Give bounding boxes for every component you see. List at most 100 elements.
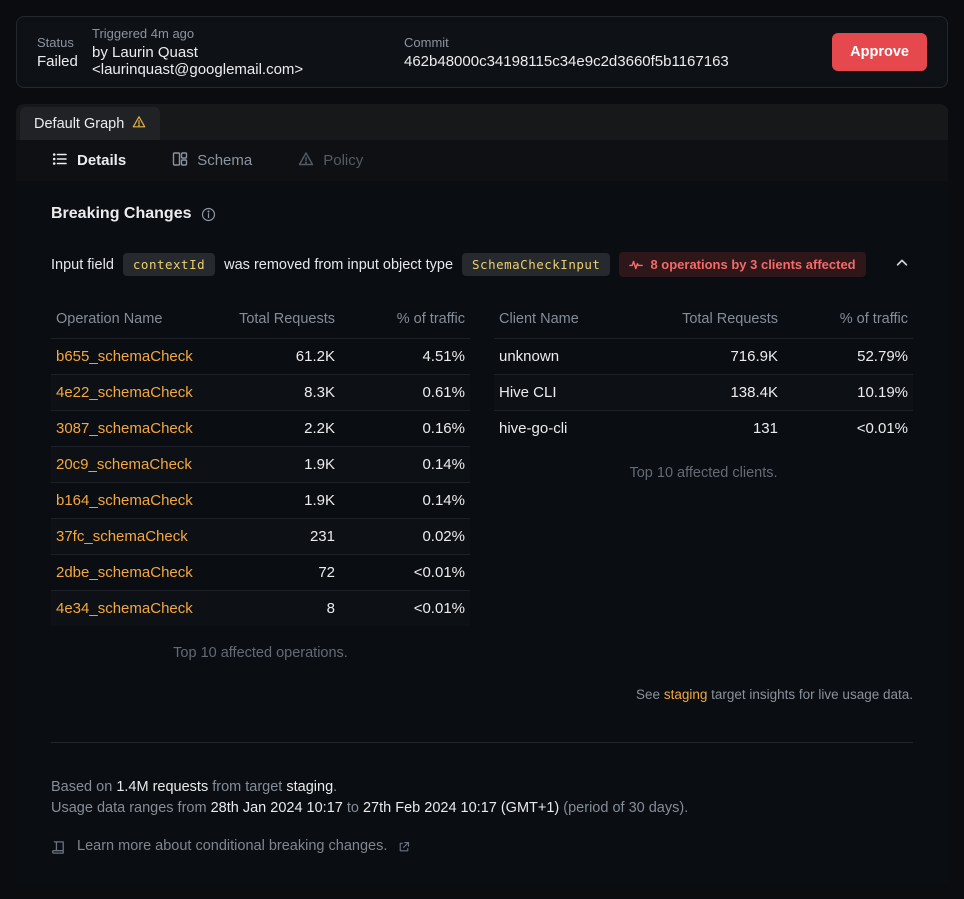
column-header: Operation Name (56, 311, 163, 327)
total-requests: 1.9K (304, 492, 335, 509)
info-icon[interactable] (201, 207, 216, 222)
traffic-percent: 10.19% (857, 384, 908, 401)
total-requests: 61.2K (295, 348, 335, 365)
total-requests: 1.9K (304, 456, 335, 473)
footer-divider (51, 742, 913, 743)
usage-tables: Operation Name Total Requests % of traff… (51, 304, 913, 661)
tab-policy[interactable]: Policy (298, 151, 363, 171)
tab-policy-label: Policy (323, 152, 364, 169)
traffic-percent: 0.14% (422, 492, 465, 509)
tab-default-graph[interactable]: Default Graph (20, 107, 161, 140)
table-row: 3087_schemaCheck 2.2K 0.16% (51, 410, 470, 446)
operation-link[interactable]: 3087_schemaCheck (56, 420, 193, 437)
breaking-change-row[interactable]: Input field contextId was removed from i… (51, 252, 913, 277)
footer-text: . (333, 779, 338, 795)
traffic-percent: 52.79% (857, 348, 908, 365)
operation-link[interactable]: 4e34_schemaCheck (56, 600, 193, 617)
total-requests: 138.4K (730, 384, 778, 401)
schema-check-panel: Default Graph Details Schema Policy (16, 104, 948, 883)
footer-text: (period of 30 days). (559, 800, 689, 816)
traffic-percent: 4.51% (422, 348, 465, 365)
table-row: 37fc_schemaCheck 231 0.02% (51, 518, 470, 554)
total-requests: 716.9K (730, 348, 778, 365)
affected-operations-badge[interactable]: 8 operations by 3 clients affected (619, 252, 866, 277)
column-header: Total Requests (239, 311, 335, 327)
see-target-note: See staging target insights for live usa… (51, 687, 913, 702)
traffic-percent: <0.01% (413, 564, 465, 581)
date-range-line: Usage data ranges from 28th Jan 2024 10:… (51, 798, 913, 819)
footer-text: from target (208, 779, 287, 795)
commit-label: Commit (404, 34, 449, 50)
status-block: Status Failed (37, 35, 92, 70)
section-title: Breaking Changes (51, 205, 192, 222)
staging-target-link[interactable]: staging (663, 687, 708, 702)
trigger-block: Triggered 4m ago by Laurin Quast <laurin… (92, 26, 404, 78)
commit-block: Commit 462b48000c34198115c34e9c2d3660f5b… (404, 35, 832, 70)
warning-icon (132, 115, 146, 133)
graph-tabstrip: Default Graph (16, 104, 948, 140)
client-name: unknown (499, 348, 560, 365)
table-row: 2dbe_schemaCheck 72 <0.01% (51, 554, 470, 590)
learn-more-link[interactable]: Learn more about conditional breaking ch… (51, 836, 913, 857)
operations-table-header: Operation Name Total Requests % of traff… (51, 304, 470, 338)
traffic-percent: <0.01% (856, 420, 908, 437)
operations-table: Operation Name Total Requests % of traff… (51, 304, 470, 661)
table-row: 4e34_schemaCheck 8 <0.01% (51, 590, 470, 626)
type-code-chip: SchemaCheckInput (462, 253, 611, 276)
table-row: hive-go-cli 131 <0.01% (494, 410, 913, 446)
column-header: % of traffic (396, 311, 465, 327)
client-name: hive-go-cli (499, 420, 568, 437)
table-row: 4e22_schemaCheck 8.3K 0.61% (51, 374, 470, 410)
traffic-percent: 0.14% (422, 456, 465, 473)
tab-schema-label: Schema (197, 152, 253, 169)
request-count: 1.4M requests (116, 779, 209, 795)
field-code-chip: contextId (122, 253, 216, 276)
status-value: Failed (37, 52, 78, 70)
target-name: staging (286, 779, 334, 795)
total-requests: 231 (309, 528, 335, 545)
usage-footer: Based on 1.4M requests from target stagi… (51, 777, 913, 857)
external-link-icon (398, 841, 410, 853)
footer-text: to (342, 800, 363, 816)
client-name: Hive CLI (499, 384, 557, 401)
traffic-percent: 0.16% (422, 420, 465, 437)
learn-more-label: Learn more about conditional breaking ch… (77, 838, 388, 854)
operation-link[interactable]: 4e22_schemaCheck (56, 384, 193, 401)
breaking-changes-header: Breaking Changes (51, 205, 913, 223)
tab-schema[interactable]: Schema (172, 151, 252, 171)
total-requests: 131 (752, 420, 778, 437)
tab-details[interactable]: Details (52, 151, 126, 171)
operation-link[interactable]: b655_schemaCheck (56, 348, 193, 365)
range-start: 28th Jan 2024 10:17 (210, 800, 343, 816)
operations-caption: Top 10 affected operations. (173, 645, 348, 661)
note-suffix: target insights for live usage data. (707, 687, 913, 702)
total-requests: 72 (318, 564, 335, 581)
table-row: Hive CLI 138.4K 10.19% (494, 374, 913, 410)
footer-text: Usage data ranges from (51, 800, 211, 816)
collapse-chevron-icon[interactable] (891, 252, 913, 277)
table-row: 20c9_schemaCheck 1.9K 0.14% (51, 446, 470, 482)
note-prefix: See (636, 687, 664, 702)
table-row: b164_schemaCheck 1.9K 0.14% (51, 482, 470, 518)
traffic-percent: 0.61% (422, 384, 465, 401)
column-header: Total Requests (682, 311, 778, 327)
table-row: unknown 716.9K 52.79% (494, 338, 913, 374)
change-text-prefix: Input field (51, 256, 114, 273)
graph-tab-label: Default Graph (34, 115, 125, 132)
triggered-author: by Laurin Quast <laurinquast@googlemail.… (92, 44, 304, 78)
check-subtabs: Details Schema Policy (16, 140, 948, 181)
operation-link[interactable]: 37fc_schemaCheck (56, 528, 188, 545)
clients-table: Client Name Total Requests % of traffic … (494, 304, 913, 661)
clients-table-header: Client Name Total Requests % of traffic (494, 304, 913, 338)
affected-badge-label: 8 operations by 3 clients affected (650, 257, 856, 272)
operation-link[interactable]: 2dbe_schemaCheck (56, 564, 193, 581)
approve-button[interactable]: Approve (832, 33, 927, 71)
operation-link[interactable]: 20c9_schemaCheck (56, 456, 192, 473)
triggered-label: Triggered 4m ago (92, 26, 195, 41)
clients-caption: Top 10 affected clients. (629, 465, 778, 481)
operation-link[interactable]: b164_schemaCheck (56, 492, 193, 509)
column-header: % of traffic (839, 311, 908, 327)
check-summary-card: Status Failed Triggered 4m ago by Laurin… (16, 16, 948, 88)
traffic-percent: 0.02% (422, 528, 465, 545)
traffic-percent: <0.01% (413, 600, 465, 617)
